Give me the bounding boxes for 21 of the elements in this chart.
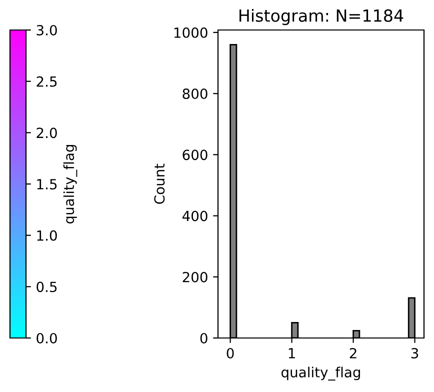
x-tick-label: 1 [288, 348, 295, 358]
y-tick-label: 400 [182, 210, 208, 222]
x-tick-label: 2 [350, 348, 356, 358]
color-bar-label: 2.5 [36, 76, 57, 87]
color-bar-label: 0.5 [36, 282, 57, 292]
y-tick-label: 600 [182, 150, 208, 160]
y-tick-label: 1000 [174, 27, 208, 38]
color-bar-label: 2.0 [36, 128, 57, 138]
chart-title: Histogram: N=1184 [240, 9, 404, 26]
color-bar-label: 3.0 [36, 24, 57, 36]
color-bar-label: 1.5 [37, 179, 57, 190]
y-tick-label: 0 [200, 332, 208, 344]
color-bar-label: 0.0 [36, 332, 57, 344]
y-tick-label: 200 [182, 272, 208, 282]
x-tick-label: 0 [226, 348, 234, 358]
y-axis-title: Count [154, 164, 165, 204]
color-bar-label: 1.0 [37, 230, 57, 241]
y-tick-label: 800 [182, 88, 208, 100]
x-axis-title: quality_flag [282, 366, 360, 381]
x-tick-label: 3 [411, 348, 418, 358]
color-bar-title: quality_flag [63, 144, 78, 224]
